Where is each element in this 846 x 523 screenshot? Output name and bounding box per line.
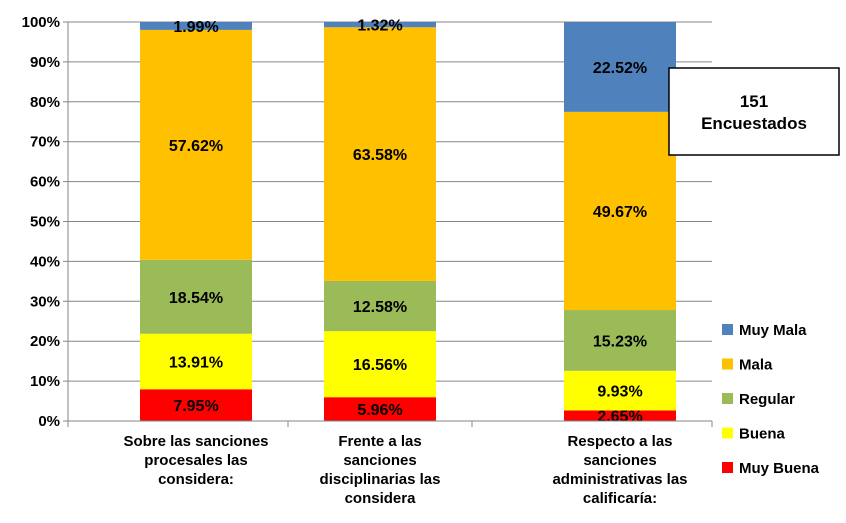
data-label: 16.56% [353, 357, 407, 374]
bar-segment-regular [564, 310, 676, 371]
data-label: 18.54% [169, 290, 223, 307]
y-tick-label: 0% [38, 413, 60, 430]
legend-swatch [722, 358, 733, 370]
data-label: 1.99% [173, 19, 218, 36]
bar-segment-muy-mala [324, 22, 436, 28]
legend-label: Muy Mala [739, 322, 807, 339]
legend: Muy Mala Mala Regular Buena Muy Buena [722, 322, 820, 477]
data-label: 13.91% [169, 355, 223, 372]
y-tick-label: 50% [30, 214, 60, 231]
legend-swatch [722, 462, 733, 473]
bar-segment-buena [324, 331, 436, 398]
bar-segment-muy-buena [140, 389, 252, 421]
bars: 7.95% 13.91% 18.54% 57.62% 1.99% 5.96% 16.56% 1… [140, 18, 676, 426]
y-tick-label: 30% [30, 293, 60, 310]
bar-segment-regular [140, 259, 252, 334]
bar-segment-mala [564, 111, 676, 311]
data-label: 9.93% [597, 384, 642, 401]
y-tick-label: 60% [30, 174, 60, 191]
bar-segment-mala [140, 29, 252, 260]
data-label: 22.52% [593, 60, 647, 77]
legend-label: Muy Buena [739, 460, 820, 477]
bar-segment-regular [324, 280, 436, 332]
bar-segment-muy-buena [564, 410, 676, 421]
data-label: 57.62% [169, 138, 223, 155]
legend-swatch [722, 427, 733, 439]
y-tick-label: 100% [22, 14, 60, 31]
x-category-label: Respecto a las sanciones administrativas l… [552, 433, 687, 507]
bar-segment-muy-mala [140, 21, 252, 30]
note-text: 151 [740, 92, 768, 111]
respondents-note: 151 Encuestados [668, 67, 840, 156]
data-label: 49.67% [593, 204, 647, 221]
note-box [668, 67, 840, 156]
bar-segment-mala [324, 27, 436, 281]
y-axis: 0% 10% 20% 30% 40% 50% 60% 70% 80% 90% 100% [22, 14, 69, 430]
y-tick-label: 80% [30, 94, 60, 111]
bar-segment-muy-mala [564, 22, 676, 112]
y-tick-label: 40% [30, 253, 60, 270]
x-axis: Sobre las sanciones procesales las conside… [67, 420, 713, 507]
y-tick-label: 90% [30, 54, 60, 71]
data-label: 12.58% [353, 299, 407, 316]
x-category-label: Frente a las sanciones disciplinarias las c… [320, 433, 441, 507]
y-tick-label: 10% [30, 373, 60, 390]
data-label: 7.95% [173, 398, 218, 415]
legend-label: Mala [739, 357, 773, 374]
data-label: 1.32% [357, 18, 402, 35]
bar-segment-buena [140, 333, 252, 390]
bar-segment-muy-buena [324, 397, 436, 421]
data-label: 63.58% [353, 147, 407, 164]
legend-swatch [722, 324, 733, 335]
y-tick-label: 70% [30, 134, 60, 151]
data-label: 15.23% [593, 333, 647, 350]
data-label: 5.96% [357, 402, 402, 419]
data-label: 2.65% [597, 409, 642, 426]
legend-label: Regular [739, 391, 795, 408]
bar-segment-buena [564, 370, 676, 411]
y-tick-label: 20% [30, 333, 60, 350]
legend-label: Buena [739, 426, 786, 443]
legend-swatch [722, 393, 733, 404]
x-category-label: Sobre las sanciones procesales las conside… [123, 433, 268, 488]
note-text: Encuestados [701, 114, 807, 133]
